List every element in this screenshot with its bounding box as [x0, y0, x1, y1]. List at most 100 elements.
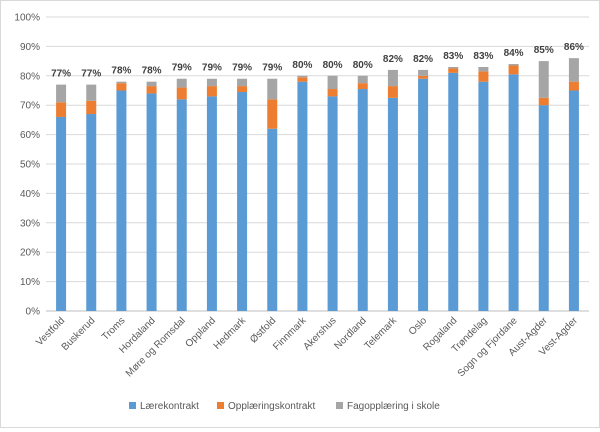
y-tick-label: 30% [20, 218, 40, 229]
x-tick-label: Telemark [363, 315, 400, 352]
bar-segment [478, 81, 489, 312]
bar-segment [418, 75, 429, 79]
total-label: 79% [202, 63, 222, 74]
bar-segment [237, 78, 248, 87]
y-tick-label: 80% [20, 71, 40, 82]
total-label: 79% [172, 63, 192, 74]
legend-label: Opplæringskontrakt [228, 401, 315, 412]
bar-segment [448, 68, 459, 73]
bar-segment [508, 74, 519, 311]
bar-segment [538, 97, 549, 106]
bar-segment [237, 91, 248, 311]
bar-segment [297, 75, 308, 78]
legend-swatch [336, 402, 343, 409]
bar-segment [206, 86, 217, 97]
bar-segment [478, 71, 489, 82]
total-label: 77% [51, 69, 71, 80]
bar-segment [267, 128, 278, 311]
bar-segment [327, 96, 338, 311]
y-tick-label: 0% [26, 307, 41, 318]
total-label: 79% [262, 63, 282, 74]
y-tick-label: 50% [20, 160, 40, 171]
total-label: 82% [383, 54, 403, 65]
total-label: 85% [534, 45, 554, 56]
total-label: 80% [323, 60, 343, 71]
bar-segment [86, 84, 97, 101]
y-tick-label: 20% [20, 248, 40, 259]
bar-segment [206, 78, 217, 87]
legend-label: Fagopplæring i skole [347, 401, 440, 412]
bar-segment [357, 75, 368, 84]
legend: Lærekontrakt Opplæringskontrakt Fagopplæri… [129, 401, 440, 412]
bar-segment [56, 84, 67, 103]
x-tick-label: Nordland [332, 315, 368, 351]
bar-segment [387, 97, 398, 311]
bar-segment [176, 99, 187, 311]
bar-segment [357, 83, 368, 90]
total-label: 86% [564, 42, 584, 53]
y-tick-label: 90% [20, 42, 40, 53]
bar-segment [448, 72, 459, 311]
x-tick-label: Oslo [407, 315, 430, 338]
bar-segment [538, 105, 549, 311]
bar-segment [538, 61, 549, 98]
bar-segment [116, 90, 127, 311]
bar-segment [116, 83, 127, 91]
bar-segment [146, 81, 157, 87]
bar-segment [387, 86, 398, 98]
bar-segment [327, 89, 338, 97]
gridlines [46, 16, 589, 312]
total-label: 79% [232, 63, 252, 74]
bar-segment [267, 78, 278, 100]
total-label: 77% [81, 69, 101, 80]
bar-segment [418, 78, 429, 312]
bar-segment [568, 58, 579, 82]
x-tick-label: Buskerud [60, 315, 98, 353]
total-label: 78% [111, 66, 131, 77]
bar-segment [56, 116, 67, 312]
bar-segment [297, 77, 308, 82]
bar-segment [176, 78, 187, 88]
total-label: 80% [353, 60, 373, 71]
bar-segment [508, 64, 519, 66]
bar-segment [297, 81, 308, 312]
total-label: 82% [413, 54, 433, 65]
total-label: 83% [443, 51, 463, 62]
total-labels: 77% 77% 78% 78% 79% 79% 79% 79% 80% 80% 80% 82% 82% 8… [51, 42, 584, 79]
x-tick-label: Akershus [301, 315, 338, 352]
bars [56, 58, 579, 312]
bar-segment [86, 100, 97, 115]
bar-segment [146, 93, 157, 311]
x-tick-label: Hedmark [212, 315, 249, 352]
bar-segment [387, 69, 398, 87]
y-tick-label: 40% [20, 189, 40, 200]
y-tick-label: 70% [20, 101, 40, 112]
y-tick-label: 10% [20, 277, 40, 288]
bar-segment [508, 65, 519, 75]
bar-segment [176, 87, 187, 100]
y-tick-label: 60% [20, 130, 40, 141]
bar-segment [327, 75, 338, 90]
legend-label: Lærekontrakt [140, 401, 199, 412]
total-label: 83% [473, 51, 493, 62]
bar-segment [568, 81, 579, 91]
bar-segment [357, 89, 368, 311]
bar-segment [267, 99, 278, 129]
bar-segment [86, 114, 97, 312]
x-tick-label: Troms [100, 315, 128, 343]
bar-segment [478, 66, 489, 72]
legend-swatch [129, 402, 136, 409]
bar-segment [568, 90, 579, 311]
bar-segment [418, 69, 429, 76]
total-label: 84% [504, 48, 524, 59]
bar-segment [56, 102, 67, 117]
total-label: 78% [142, 66, 162, 77]
bar-segment [448, 66, 459, 69]
bar-segment [206, 96, 217, 311]
legend-swatch [217, 402, 224, 409]
bar-segment [116, 81, 127, 84]
total-label: 80% [292, 60, 312, 71]
